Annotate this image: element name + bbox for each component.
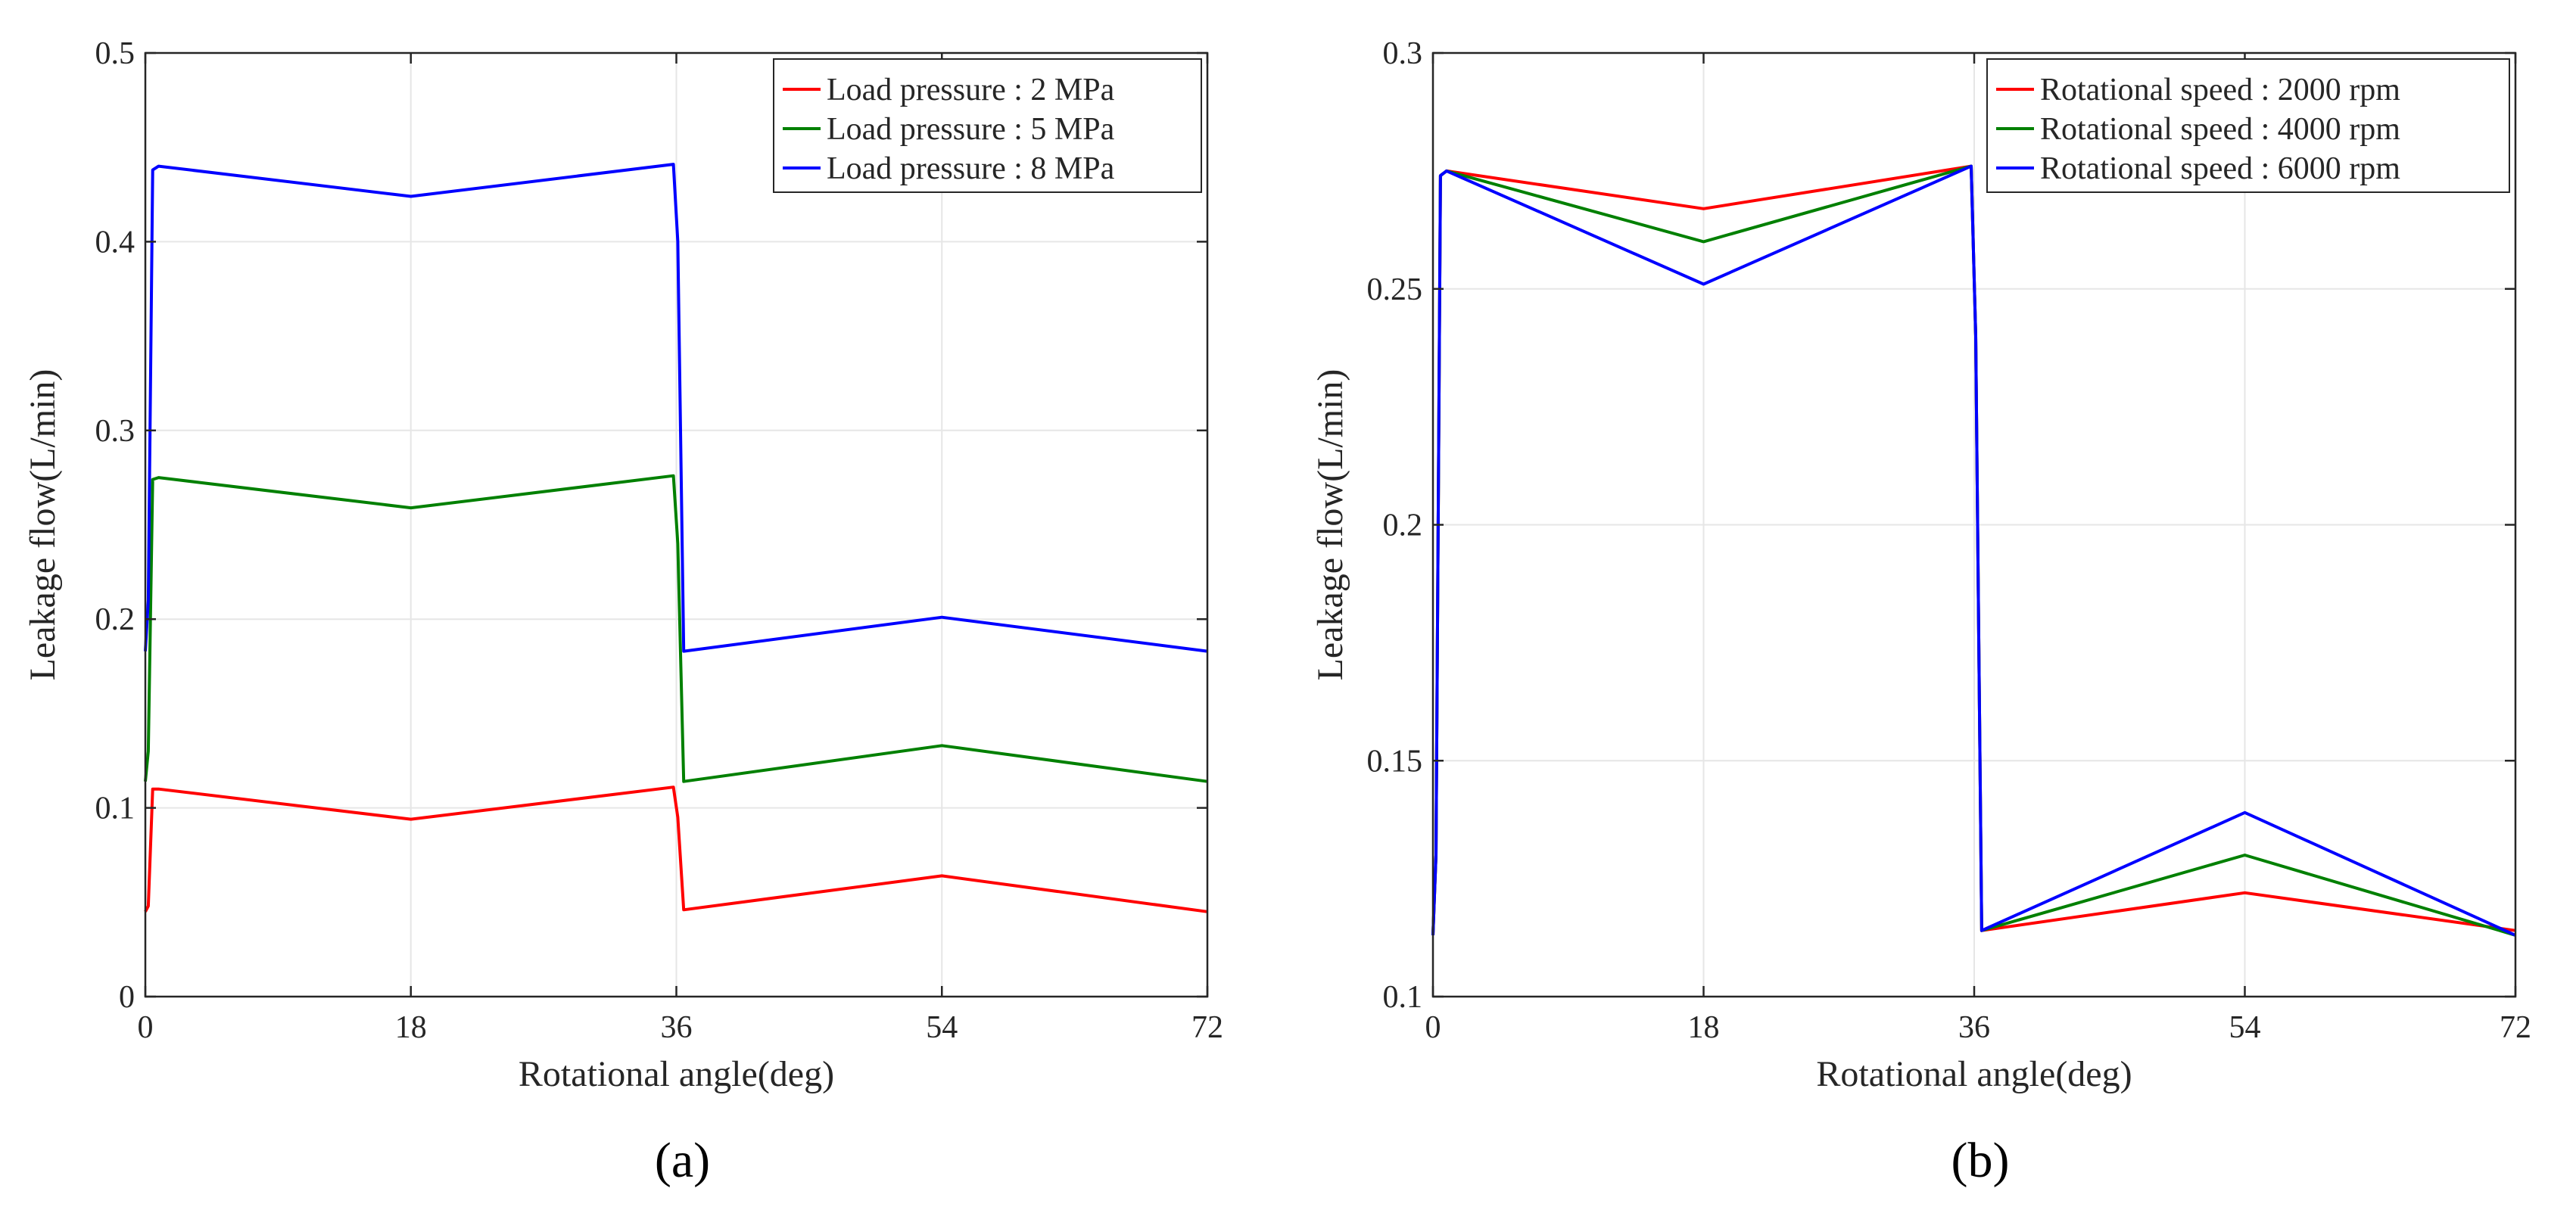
legend-entry: Load pressure : 2 MPa bbox=[827, 73, 1115, 107]
panel-label: (a) bbox=[655, 1133, 710, 1188]
y-tick-label: 0.2 bbox=[1383, 509, 1423, 543]
x-axis-label: Rotational angle(deg) bbox=[1816, 1054, 2132, 1094]
series-line-3 bbox=[144, 163, 1208, 653]
x-tick-label: 0 bbox=[1425, 1010, 1441, 1045]
legend: Load pressure : 2 MPa Load pressure : 5 M… bbox=[773, 58, 1202, 193]
legend-entry: Load pressure : 8 MPa bbox=[827, 151, 1115, 186]
legend-entry: Load pressure : 5 MPa bbox=[827, 112, 1115, 147]
legend-entry: Rotational speed : 4000 rpm bbox=[2040, 112, 2400, 147]
panel-label: (b) bbox=[1951, 1133, 2010, 1188]
x-tick-label: 36 bbox=[1958, 1010, 1990, 1045]
legend-entry: Rotational speed : 6000 rpm bbox=[2040, 151, 2400, 186]
y-tick-label: 0.1 bbox=[95, 792, 135, 826]
x-tick-label: 72 bbox=[1191, 1010, 1223, 1045]
legend: Rotational speed : 2000 rpm Rotational sp… bbox=[1986, 58, 2510, 193]
series-line-2 bbox=[144, 474, 1208, 783]
y-tick-label: 0.1 bbox=[1383, 980, 1423, 1015]
legend-box bbox=[773, 58, 1202, 193]
series-line-1 bbox=[144, 785, 1208, 913]
x-tick-label: 0 bbox=[138, 1010, 154, 1045]
y-tick-label: 0.4 bbox=[95, 225, 135, 260]
legend-entry: Rotational speed : 2000 rpm bbox=[2040, 73, 2400, 107]
y-tick-label: 0.15 bbox=[1367, 744, 1423, 779]
chart-panel-a: 0 18 36 54 72 0 0.1 0.2 0.3 0.4 0.5 Rotational angl… bbox=[23, 36, 1223, 1188]
series-line-3 bbox=[1431, 164, 2516, 937]
y-tick-label: 0.2 bbox=[95, 602, 135, 637]
chart-panel-b: 0 18 36 54 72 0.1 0.15 0.2 0.25 0.3 Rotational ang… bbox=[1310, 36, 2531, 1188]
x-tick-label: 36 bbox=[661, 1010, 693, 1045]
y-axis-label: Leakage flow(L/min) bbox=[23, 369, 63, 681]
y-tick-label: 0.5 bbox=[95, 36, 135, 71]
y-tick-label: 0.3 bbox=[95, 414, 135, 449]
x-tick-label: 54 bbox=[2229, 1010, 2261, 1045]
y-tick-label: 0 bbox=[119, 980, 135, 1015]
y-axis-label: Leakage flow(L/min) bbox=[1310, 369, 1350, 681]
y-tick-label: 0.25 bbox=[1367, 272, 1423, 307]
x-axis-label: Rotational angle(deg) bbox=[519, 1054, 834, 1094]
x-tick-label: 54 bbox=[926, 1010, 958, 1045]
x-tick-label: 18 bbox=[395, 1010, 427, 1045]
legend-box bbox=[1986, 58, 2510, 193]
x-tick-label: 18 bbox=[1688, 1010, 1720, 1045]
x-tick-label: 72 bbox=[2500, 1010, 2531, 1045]
y-tick-label: 0.3 bbox=[1383, 36, 1423, 71]
